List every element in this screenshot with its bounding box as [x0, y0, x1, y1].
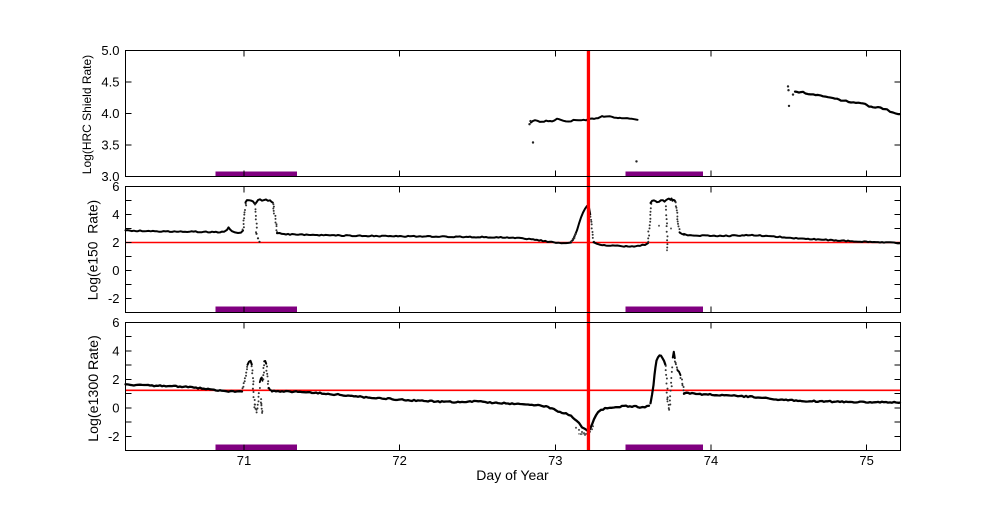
- svg-text:5.0: 5.0: [101, 43, 119, 58]
- svg-text:73: 73: [548, 453, 562, 468]
- svg-text:Log(e1300 Rate): Log(e1300 Rate): [86, 335, 102, 441]
- svg-text:Log(e150 Rate): Log(e150 Rate): [85, 200, 101, 300]
- svg-text:4: 4: [112, 343, 119, 358]
- svg-text:4.0: 4.0: [101, 106, 119, 121]
- svg-text:2: 2: [112, 235, 119, 250]
- svg-text:6: 6: [112, 179, 119, 194]
- svg-text:74: 74: [704, 453, 718, 468]
- svg-text:4.5: 4.5: [101, 75, 119, 90]
- svg-text:72: 72: [392, 453, 406, 468]
- svg-text:Day of Year: Day of Year: [476, 467, 549, 483]
- svg-text:4: 4: [112, 207, 119, 222]
- svg-text:0: 0: [112, 263, 119, 278]
- svg-text:71: 71: [237, 453, 251, 468]
- svg-text:0: 0: [112, 400, 119, 415]
- svg-text:75: 75: [859, 453, 873, 468]
- svg-text:3.5: 3.5: [101, 138, 119, 153]
- svg-text:-2: -2: [108, 429, 120, 444]
- svg-text:-2: -2: [108, 291, 120, 306]
- svg-text:6: 6: [112, 315, 119, 330]
- svg-text:3.0: 3.0: [101, 169, 119, 184]
- svg-text:2: 2: [112, 372, 119, 387]
- svg-text:Log(HRC Shield Rate): Log(HRC Shield Rate): [80, 55, 94, 174]
